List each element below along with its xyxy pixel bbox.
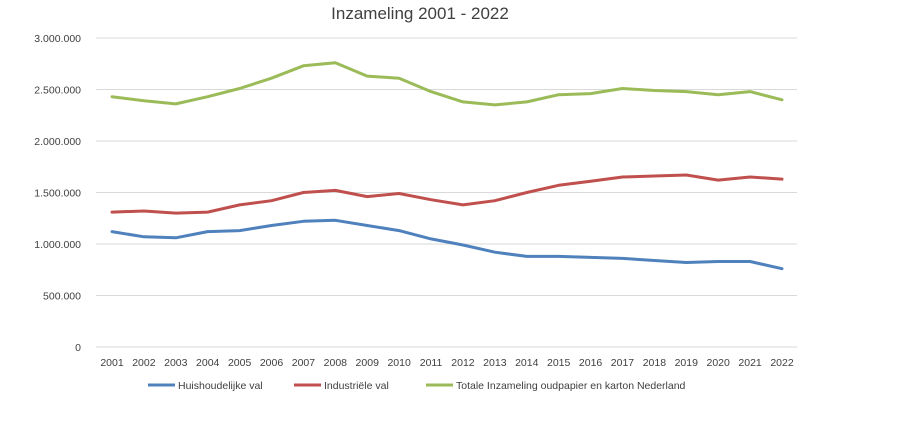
x-tick-label: 2017	[611, 357, 635, 369]
y-tick-label: 2.500.000	[34, 85, 81, 97]
x-tick-label: 2008	[324, 357, 348, 369]
legend-label: Totale Inzameling oudpapier en karton Ne…	[456, 380, 686, 392]
x-tick-label: 2015	[547, 357, 571, 369]
x-tick-label: 2021	[738, 357, 762, 369]
x-tick-label: 2010	[387, 357, 411, 369]
x-tick-label: 2011	[420, 357, 443, 369]
x-tick-label: 2019	[675, 357, 699, 369]
y-tick-label: 500.000	[43, 291, 81, 303]
legend: Huishoudelijke val Industriële val Totale …	[148, 380, 686, 392]
y-tick-label: 0	[75, 342, 81, 354]
x-tick-label: 2013	[483, 357, 507, 369]
x-tick-label: 2009	[356, 357, 380, 369]
x-tick-label: 2012	[451, 357, 475, 369]
x-axis-tick-labels: 2001 2002 2003 2004 2005 2006 2007 2008 2009 2010…	[100, 357, 794, 369]
series-line-1	[110, 218, 784, 271]
x-tick-label: 2002	[132, 357, 156, 369]
x-tick-label: 2007	[292, 357, 316, 369]
x-tick-label: 2004	[196, 357, 220, 369]
x-tick-label: 2020	[707, 357, 731, 369]
x-tick-label: 2014	[515, 357, 539, 369]
x-tick-label: 2001	[100, 357, 124, 369]
x-tick-label: 2006	[260, 357, 284, 369]
x-tick-label: 2022	[770, 357, 794, 369]
x-tick-label: 2005	[228, 357, 252, 369]
legend-label: Huishoudelijke val	[178, 380, 263, 392]
gridlines	[96, 37, 797, 348]
x-tick-label: 2016	[579, 357, 603, 369]
series-line-2	[110, 173, 784, 215]
series-line-3	[110, 61, 784, 107]
y-tick-label: 3.000.000	[34, 33, 81, 45]
chart-title: Inzameling 2001 - 2022	[331, 4, 509, 23]
y-axis-tick-labels: 0 500.000 1.000.000 1.500.000 2.000.000 2.500…	[34, 33, 81, 354]
y-tick-label: 2.000.000	[34, 136, 81, 148]
x-tick-label: 2003	[164, 357, 188, 369]
series-lines	[110, 61, 784, 271]
y-tick-label: 1.500.000	[34, 188, 81, 200]
legend-label: Industriële val	[324, 380, 389, 392]
y-tick-label: 1.000.000	[34, 239, 81, 251]
x-tick-label: 2018	[643, 357, 667, 369]
